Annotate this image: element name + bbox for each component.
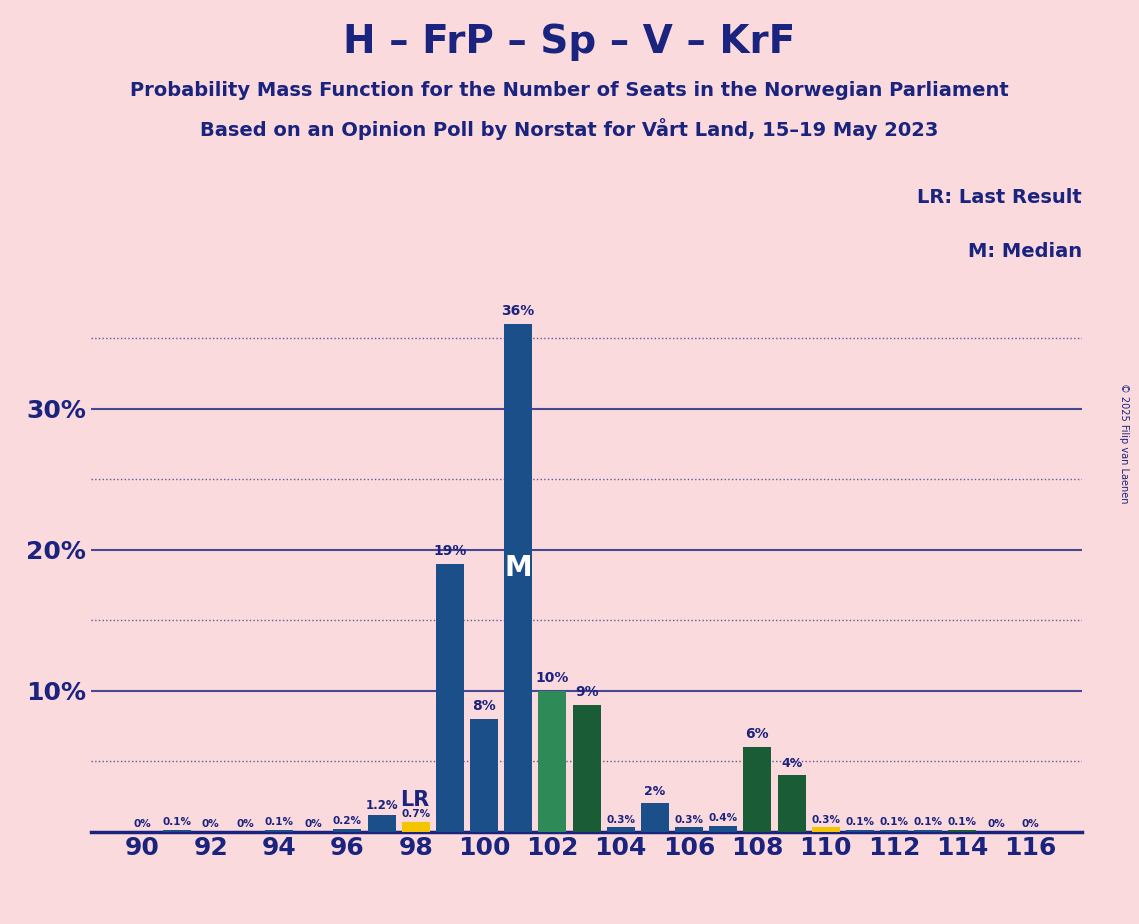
Text: H – FrP – Sp – V – KrF: H – FrP – Sp – V – KrF: [343, 23, 796, 61]
Text: 0.1%: 0.1%: [162, 818, 191, 827]
Text: 1.2%: 1.2%: [366, 799, 398, 812]
Bar: [607, 827, 634, 832]
Bar: [710, 826, 737, 832]
Text: 0%: 0%: [304, 819, 322, 829]
Text: 8%: 8%: [473, 699, 495, 713]
Text: 0.3%: 0.3%: [811, 815, 841, 824]
Bar: [265, 830, 293, 832]
Text: LR: LR: [400, 790, 429, 810]
Bar: [163, 830, 190, 832]
Text: 2%: 2%: [645, 784, 665, 797]
Bar: [915, 830, 942, 832]
Text: 0.1%: 0.1%: [948, 818, 977, 827]
Bar: [744, 747, 771, 832]
Text: M: M: [505, 553, 532, 581]
Text: Probability Mass Function for the Number of Seats in the Norwegian Parliament: Probability Mass Function for the Number…: [130, 81, 1009, 101]
Text: 0.3%: 0.3%: [606, 815, 636, 824]
Text: 0%: 0%: [133, 819, 151, 829]
Bar: [880, 830, 908, 832]
Text: © 2025 Filip van Laenen: © 2025 Filip van Laenen: [1120, 383, 1129, 504]
Text: 0.4%: 0.4%: [708, 813, 738, 823]
Text: 6%: 6%: [746, 727, 769, 741]
Text: 0.2%: 0.2%: [333, 816, 362, 826]
Text: 9%: 9%: [575, 685, 598, 699]
Bar: [368, 815, 395, 832]
Bar: [470, 719, 498, 832]
Bar: [812, 827, 839, 832]
Bar: [539, 690, 566, 832]
Text: 10%: 10%: [535, 671, 570, 685]
Bar: [846, 830, 874, 832]
Text: 4%: 4%: [781, 757, 802, 770]
Text: 0.1%: 0.1%: [879, 818, 909, 827]
Text: 0%: 0%: [988, 819, 1006, 829]
Text: M: Median: M: Median: [968, 242, 1082, 261]
Text: 36%: 36%: [501, 304, 535, 318]
Text: 0.7%: 0.7%: [401, 808, 431, 819]
Bar: [334, 829, 361, 832]
Text: 0.3%: 0.3%: [674, 815, 704, 824]
Text: 0%: 0%: [1022, 819, 1040, 829]
Bar: [573, 705, 600, 832]
Text: 0.1%: 0.1%: [913, 818, 943, 827]
Text: LR: Last Result: LR: Last Result: [917, 188, 1082, 208]
Text: 0%: 0%: [202, 819, 220, 829]
Text: 19%: 19%: [433, 544, 467, 558]
Bar: [778, 775, 805, 832]
Bar: [505, 324, 532, 832]
Bar: [641, 803, 669, 832]
Bar: [402, 821, 429, 832]
Text: 0%: 0%: [236, 819, 254, 829]
Text: 0.1%: 0.1%: [845, 818, 875, 827]
Text: 0.1%: 0.1%: [264, 818, 294, 827]
Text: Based on an Opinion Poll by Norstat for Vårt Land, 15–19 May 2023: Based on an Opinion Poll by Norstat for …: [200, 118, 939, 140]
Bar: [675, 827, 703, 832]
Bar: [436, 564, 464, 832]
Bar: [949, 830, 976, 832]
